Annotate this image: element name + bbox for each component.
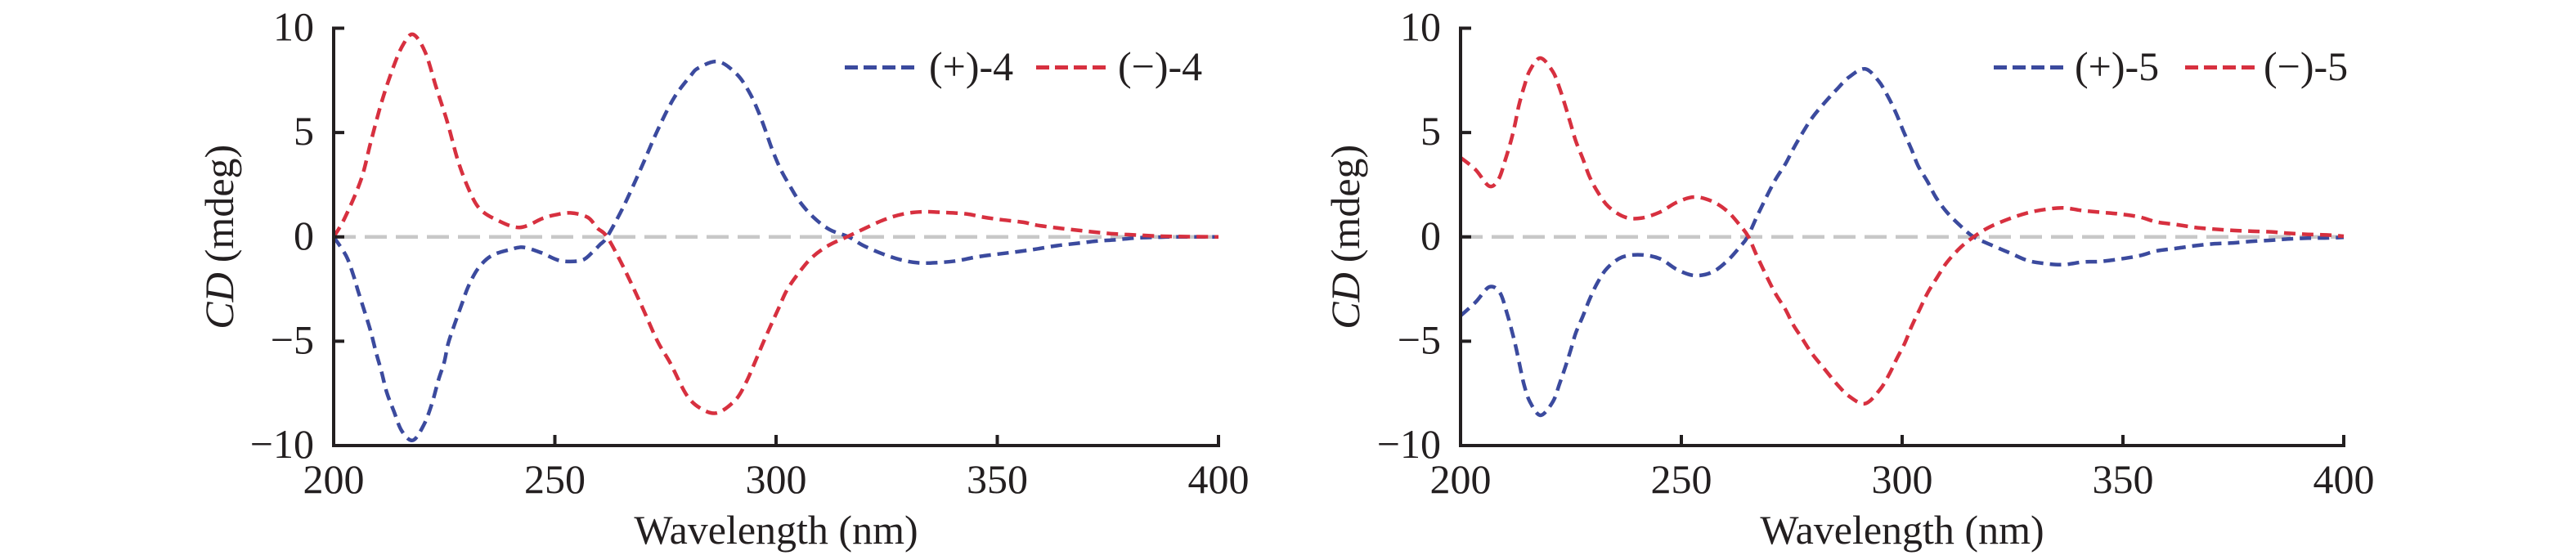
y-tick-label: −10 — [250, 421, 314, 467]
y-axis-title: CD (mdeg) — [1322, 145, 1368, 329]
legend-label: (+)-4 — [929, 43, 1013, 89]
y-axis-title-unit: (mdeg) — [1322, 145, 1368, 262]
chart-panel-1: 200 250 300 350 400 10 5 0 −5 −10 Wavelength (nm) C… — [196, 4, 1250, 553]
y-tick-label: 10 — [273, 4, 314, 50]
x-tick-label: 300 — [1872, 456, 1933, 502]
x-tick-label: 250 — [1651, 456, 1712, 502]
x-tick-label: 400 — [1188, 456, 1250, 502]
series-line-plus-4 — [332, 59, 1219, 442]
legend-label: (+)-5 — [2075, 43, 2159, 89]
y-tick-label: 10 — [1400, 4, 1441, 50]
legend-entry-plus-5: (+)-5 — [1994, 43, 2159, 89]
y-tick-label: 5 — [294, 108, 314, 154]
series-line-minus-4 — [332, 32, 1219, 415]
legend-entry-minus-5: (−)-5 — [2185, 43, 2348, 89]
x-axis-title: Wavelength (nm) — [1760, 507, 2044, 553]
legend: (+)-5 (−)-5 — [1994, 43, 2348, 89]
y-tick-label: 0 — [1420, 213, 1441, 258]
legend-label: (−)-5 — [2264, 43, 2348, 89]
chart-panel-2: 200 250 300 350 400 10 5 0 −5 −10 Wavelength (nm) C… — [1322, 4, 2375, 553]
y-tick-label: −5 — [271, 316, 314, 362]
legend-label: (−)-4 — [1118, 43, 1202, 89]
legend-entry-minus-4: (−)-4 — [1036, 43, 1202, 89]
x-tick-label: 200 — [303, 456, 365, 502]
x-tick-label: 400 — [2313, 456, 2375, 502]
x-tick-label: 350 — [967, 456, 1028, 502]
y-tick-label: 0 — [294, 213, 314, 258]
x-tick-label: 300 — [746, 456, 807, 502]
legend-entry-plus-4: (+)-4 — [845, 43, 1013, 89]
y-tick-label: −10 — [1377, 421, 1441, 467]
legend: (+)-4 (−)-4 — [845, 43, 1202, 89]
y-axis-title-italic: CD — [196, 272, 242, 329]
y-tick-label: −5 — [1398, 316, 1441, 362]
x-tick-label: 350 — [2093, 456, 2154, 502]
y-axis-title: CD (mdeg) — [196, 145, 242, 329]
series-line-minus-5 — [1459, 56, 2345, 406]
y-axis-title-italic: CD — [1322, 272, 1368, 329]
series-line-plus-5 — [1459, 67, 2345, 418]
x-tick-label: 250 — [524, 456, 586, 502]
x-tick-label: 200 — [1430, 456, 1492, 502]
y-axis-title-unit: (mdeg) — [196, 145, 242, 262]
y-tick-label: 5 — [1420, 108, 1441, 154]
x-axis-title: Wavelength (nm) — [634, 507, 918, 553]
